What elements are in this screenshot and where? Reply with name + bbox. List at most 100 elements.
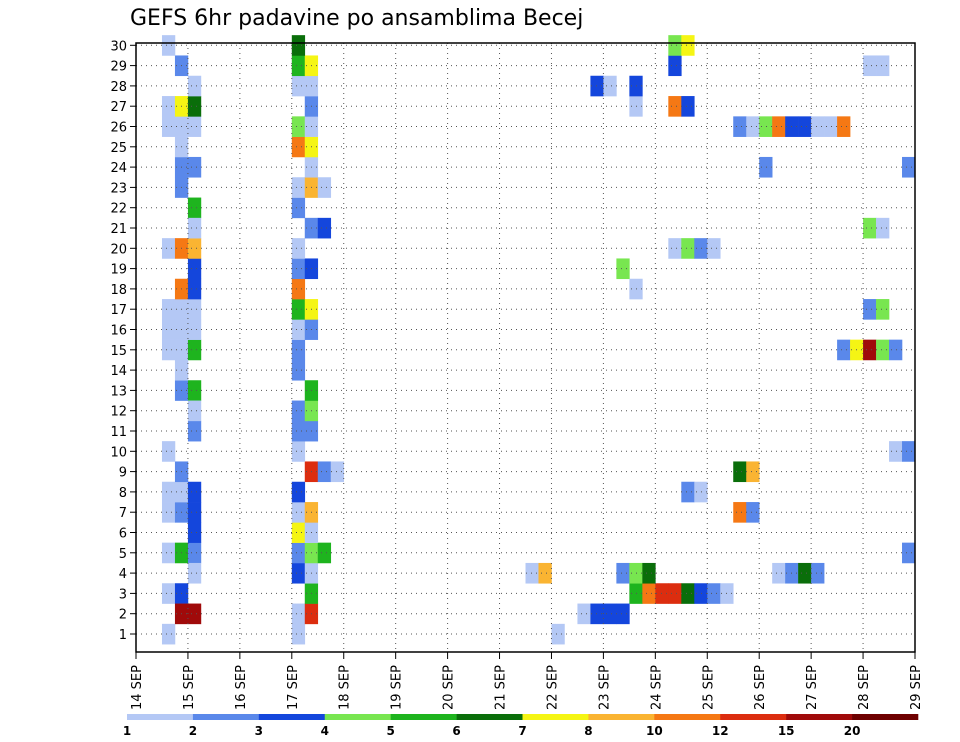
heatmap-cell [291, 258, 306, 280]
heatmap-cell [330, 461, 345, 483]
heatmap-cell [668, 96, 682, 117]
heatmap-cell [668, 55, 682, 77]
heatmap-cell [642, 562, 656, 584]
heatmap-cell [902, 441, 916, 462]
y-tick-label: 11 [110, 425, 127, 440]
heatmap-cell [590, 75, 604, 97]
heatmap-cell [291, 238, 306, 259]
heatmap-cell [616, 258, 630, 280]
heatmap-cell [187, 75, 202, 97]
y-tick-label: 12 [110, 405, 127, 420]
heatmap-cell [187, 502, 202, 523]
colorbar-swatch [588, 714, 655, 720]
heatmap-cell [161, 238, 176, 259]
heatmap-cell [187, 400, 202, 422]
heatmap-cell [291, 35, 306, 56]
heatmap-cell [291, 75, 306, 97]
heatmap-cell [798, 116, 812, 137]
heatmap-cell [746, 502, 760, 523]
heatmap-cell [161, 502, 176, 523]
heatmap-cell [603, 603, 617, 625]
y-axis: 1234567891011121314151617181920212223242… [110, 39, 136, 643]
heatmap-cell [902, 542, 916, 564]
heatmap-cell [837, 116, 851, 137]
colorbar-swatch [390, 714, 457, 720]
heatmap-cell [668, 238, 682, 259]
y-tick-label: 13 [110, 384, 127, 399]
heatmap-cell [889, 339, 903, 361]
colorbar-label: 6 [452, 724, 460, 738]
y-tick-label: 27 [110, 100, 127, 115]
heatmap-cell [694, 481, 708, 503]
heatmap-cell [616, 562, 630, 584]
heatmap-cell [161, 116, 176, 137]
heatmap-cell [291, 623, 306, 645]
heatmap-cell [291, 359, 306, 381]
heatmap-cell [291, 339, 306, 361]
y-tick-label: 24 [110, 161, 127, 176]
y-tick-label: 23 [110, 181, 127, 196]
heatmap-cell [590, 603, 604, 625]
colorbar-label: 20 [844, 724, 861, 738]
heatmap-cell [876, 299, 890, 320]
heatmap-cell [291, 177, 306, 198]
heatmap-cell [681, 96, 695, 117]
heatmap-cell [876, 217, 890, 239]
heatmap-cell [187, 217, 202, 239]
heatmap-cell [733, 461, 747, 483]
heatmap-cell [525, 562, 539, 584]
heatmap-cell [161, 319, 176, 340]
heatmap-cell [551, 623, 565, 645]
colorbar-swatch [127, 714, 194, 720]
heatmap-cell [291, 278, 306, 300]
y-tick-label: 2 [119, 608, 127, 623]
heatmap-cell [759, 156, 773, 178]
heatmap-cell [291, 136, 306, 158]
y-tick-label: 29 [110, 60, 127, 75]
x-tick-label: 18 SEP [338, 665, 353, 710]
heatmap-cell [317, 542, 332, 564]
heatmap-cell [694, 583, 708, 604]
y-tick-label: 5 [119, 547, 127, 562]
heatmap-cell [681, 35, 695, 56]
heatmap-cell [161, 441, 176, 462]
colorbar-swatch [258, 714, 326, 720]
heatmap-cell [876, 339, 890, 361]
heatmap-cell [291, 542, 306, 564]
x-tick-label: 15 SEP [182, 665, 197, 710]
heatmap-cell [187, 299, 202, 320]
heatmap-cell [291, 562, 306, 584]
heatmap-cell [694, 238, 708, 259]
heatmap-cell [161, 481, 176, 503]
colorbar-label: 2 [189, 724, 197, 738]
colorbar: 1 2 3 4 5 6 7 8 10 12 15 20 [123, 714, 919, 738]
y-tick-label: 22 [110, 202, 127, 217]
heatmap-cell [187, 156, 202, 178]
heatmap-cell [187, 522, 202, 543]
y-tick-label: 15 [110, 344, 127, 359]
heatmap-cell [187, 278, 202, 300]
heatmap-cell [577, 603, 591, 625]
colorbar-swatch [324, 714, 391, 720]
x-tick-label: 23 SEP [597, 665, 612, 710]
x-tick-label: 19 SEP [390, 665, 405, 710]
heatmap-cell [811, 116, 825, 137]
heatmap-cell [733, 116, 747, 137]
heatmap-cell [291, 522, 306, 543]
heatmap-cell [187, 319, 202, 340]
x-tick-label: 14 SEP [130, 665, 145, 710]
heatmap-cell [161, 542, 176, 564]
x-tick-label: 17 SEP [286, 665, 301, 710]
heatmap-cell [603, 75, 617, 97]
heatmap-cell [746, 461, 760, 483]
y-tick-label: 7 [119, 506, 127, 521]
heatmap-cell [187, 420, 202, 442]
colorbar-label: 4 [321, 724, 329, 738]
heatmap-cell [291, 441, 306, 462]
heatmap-cell [538, 562, 552, 584]
colorbar-swatch [654, 714, 721, 720]
heatmap-cell [642, 583, 656, 604]
heatmap-cell [161, 299, 176, 320]
heatmap-cell [863, 299, 877, 320]
